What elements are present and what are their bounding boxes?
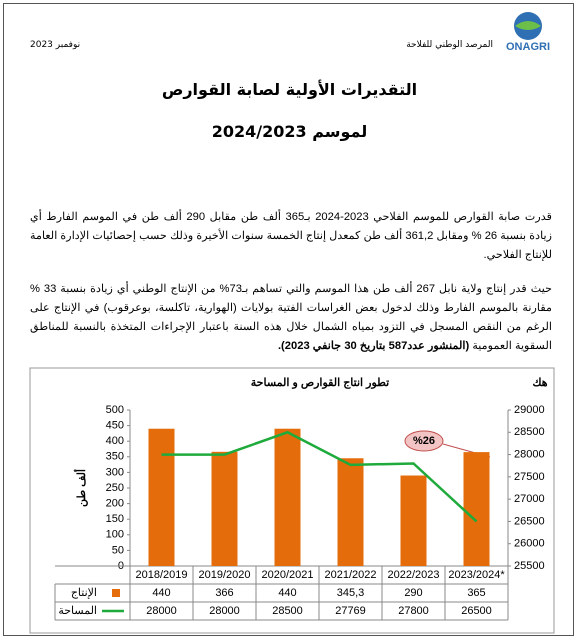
table-value: 28500 (272, 605, 303, 617)
y2-axis-label: هك (532, 377, 547, 389)
legend-label: المساحة (58, 605, 97, 617)
x-tick-label: 2023/2024* (448, 569, 505, 581)
x-tick-label: 2018/2019 (136, 569, 188, 581)
paragraph: قدرت صابة القوارص للموسم الفلاحي 2023-20… (30, 211, 553, 261)
annotation: %26 (413, 435, 435, 447)
bar (337, 458, 364, 566)
doc-title: التقديرات الأولية لصابة القوارص (161, 80, 418, 99)
table-value: 28000 (209, 605, 240, 617)
table-value: 27769 (335, 605, 366, 617)
date: نوفمبر 2023 (30, 40, 81, 50)
bar (274, 428, 301, 566)
y-tick-label: 50 (112, 544, 124, 556)
x-tick-label: 2020/2021 (262, 569, 314, 581)
y2-tick-label: 25500 (514, 560, 545, 572)
y2-tick-label: 29000 (514, 404, 545, 416)
bar (148, 428, 175, 566)
y-tick-label: 150 (106, 513, 124, 525)
table-value: 366 (215, 587, 233, 599)
y2-tick-label: 27000 (514, 493, 545, 505)
y2-tick-label: 27500 (514, 471, 545, 483)
y-tick-label: 300 (106, 466, 124, 478)
page-frame (3, 3, 574, 636)
logo-text: ONAGRI (506, 41, 550, 52)
org-name: المرصد الوطني للفلاحة (406, 40, 493, 50)
table-value: 28000 (146, 605, 177, 617)
paragraph-bold: (المنشور عدد587 بتاريخ 30 جانفي 2023). (277, 340, 470, 352)
table-value: 345,3 (337, 587, 365, 599)
y-tick-label: 200 (106, 498, 124, 510)
legend-swatch (112, 589, 120, 597)
y-tick-label: 400 (106, 435, 124, 447)
doc-subtitle: لموسم 2024/2023 (211, 122, 368, 141)
y-axis-label: ألف طن (74, 469, 88, 507)
paragraph: حيث قدر إنتاج ولاية نابل 267 ألف طن هذا … (30, 280, 552, 356)
y-tick-label: 500 (106, 404, 124, 416)
y2-tick-label: 26500 (514, 515, 545, 527)
y2-tick-label: 28500 (514, 426, 545, 438)
table-value: 27800 (398, 605, 429, 617)
x-tick-label: 2019/2020 (199, 569, 251, 581)
chart-title: تطور انتاج القوارص و المساحة (251, 377, 389, 389)
annotation-bubble (404, 430, 444, 452)
paragraph-text: حيث قدر إنتاج ولاية نابل 267 ألف طن هذا … (30, 283, 552, 352)
y2-tick-label: 28000 (514, 448, 545, 460)
table-value: 365 (467, 587, 485, 599)
table-value: 440 (278, 587, 296, 599)
y-tick-label: 350 (106, 451, 124, 463)
y-tick-label: 250 (106, 482, 124, 494)
bar (211, 451, 238, 566)
table-value: 440 (152, 587, 170, 599)
y-tick-label: 450 (106, 420, 124, 432)
x-tick-label: 2022/2023 (388, 569, 440, 581)
table-value: 26500 (461, 605, 492, 617)
legend-label: الإنتاج (71, 587, 97, 599)
table-value: 290 (404, 587, 422, 599)
bar (400, 475, 427, 566)
logo: ONAGRI (506, 12, 550, 52)
line (161, 430, 478, 523)
y-tick-label: 100 (106, 529, 124, 541)
y2-tick-label: 26000 (514, 538, 545, 550)
bar (463, 452, 490, 566)
x-tick-label: 2021/2022 (325, 569, 377, 581)
